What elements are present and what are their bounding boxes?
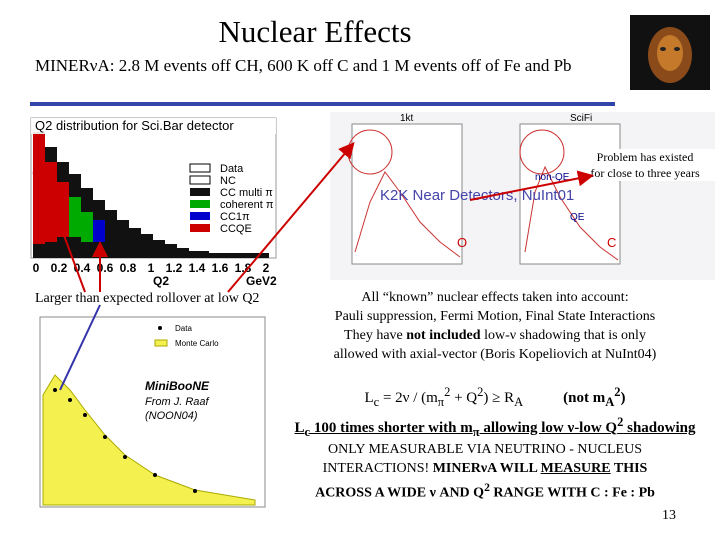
plot-label: K2K Near Detectors, NuInt01 (380, 187, 574, 204)
plot-title: Q2 distribution for Sci.Bar detector (35, 118, 234, 133)
text-line: ACROSS A WIDE ν AND Q2 RANGE WITH C : Fe… (270, 478, 700, 503)
text: L (294, 420, 305, 436)
text: c (304, 425, 311, 439)
note-line: for close to three years (590, 166, 700, 180)
formula-line: Lc 100 times shorter with mπ allowing lo… (275, 412, 715, 442)
x-tick-label: 0.8 (120, 261, 137, 275)
text: allowing low ν-low Q (479, 420, 618, 436)
text: L (364, 390, 374, 406)
legend-item: Data (175, 324, 192, 333)
subtitle: MINERνA: 2.8 M events off CH, 600 K off … (35, 56, 572, 75)
text: = 2ν / (m (379, 390, 438, 406)
text: RANGE WITH C : Fe : Pb (489, 485, 655, 501)
legend-item: CCQE (220, 223, 252, 235)
text: π (437, 395, 445, 409)
legend-item: CC1π (220, 211, 250, 223)
text: MINERνA WILL (432, 461, 541, 476)
x-tick-label: 1 (148, 261, 155, 275)
formula: Lc = 2ν / (mπ2 + Q2) ≥ RA (not mA2) Lc 10… (275, 382, 715, 442)
text: 2 (477, 385, 484, 399)
caption: MiniBooNE (145, 379, 210, 393)
text: low-ν shadowing that is only (480, 328, 646, 343)
plot-label: QE (570, 212, 585, 223)
text: (not m (563, 390, 606, 406)
text: c (373, 395, 380, 409)
text-line: They have not included low-ν shadowing t… (290, 326, 700, 345)
x-unit: GeV2 (246, 274, 277, 288)
caption: From J. Raaf (145, 396, 210, 408)
text: 2 (617, 415, 624, 429)
caps-paragraph: ONLY MEASURABLE VIA NEUTRINO - NUCLEUS I… (270, 440, 700, 503)
text-line: allowed with axial-vector (Boris Kopelio… (333, 347, 657, 362)
text: 100 times shorter with m (310, 420, 473, 436)
miniboone-plot: Data Monte Carlo MiniBooNE From J. Raaf … (39, 316, 266, 508)
text: A (514, 395, 524, 409)
text-line: All “known” nuclear effects taken into a… (361, 290, 629, 305)
plot-label: 1kt (400, 113, 414, 124)
x-tick-label: 1.4 (189, 261, 206, 275)
scibar-plot: Q2 distribution for Sci.Bar detector Dat… (30, 117, 277, 288)
text-line: ONLY MEASURABLE VIA NEUTRINO - NUCLEUS (328, 442, 642, 457)
text: A (605, 395, 615, 409)
text: ) ≥ R (483, 390, 515, 406)
caption: (NOON04) (145, 410, 198, 422)
x-tick-label: 1.8 (235, 261, 252, 275)
text: π (472, 425, 480, 439)
plot-label: non-QE (535, 172, 570, 183)
formula-line: Lc = 2ν / (mπ2 + Q2) ≥ RA (not mA2) (275, 382, 715, 412)
text-line: Pauli suppression, Fermi Motion, Final S… (334, 309, 656, 324)
text: 2 (614, 385, 621, 399)
text: + Q (450, 390, 478, 406)
legend-item: Monte Carlo (175, 339, 219, 348)
rule (30, 102, 615, 106)
legend-item: coherent π (220, 199, 274, 211)
photo (630, 15, 710, 90)
text: shadowing (623, 420, 696, 436)
x-tick-label: 2 (263, 261, 270, 275)
title: Nuclear Effects (218, 14, 412, 49)
legend-item: Data (220, 163, 244, 175)
k2k-note: Problem has existed for close to three y… (575, 149, 715, 181)
x-tick-label: 1.2 (166, 261, 183, 275)
plot-label: O (457, 235, 467, 250)
text: 2 (444, 385, 451, 399)
x-tick-label: 0.2 (51, 261, 68, 275)
x-label: Q2 (153, 274, 169, 288)
text: ) (620, 390, 626, 406)
text: THIS (610, 461, 648, 476)
text-line: INTERACTIONS! MINERνA WILL MEASURE THIS (270, 459, 700, 478)
x-tick-label: 1.6 (212, 261, 229, 275)
note-line: Problem has existed (596, 150, 694, 164)
plot-label: C (607, 235, 616, 250)
legend-item: CC multi π (220, 187, 273, 199)
legend-item: NC (220, 175, 236, 187)
plot-label: SciFi (570, 113, 592, 124)
text: They have (344, 328, 407, 343)
text: ACROSS A WIDE ν AND Q (315, 485, 485, 501)
rollover-note: Larger than expected rollover at low Q2 (35, 291, 260, 306)
text: INTERACTIONS! (322, 461, 433, 476)
text: 2 (484, 481, 490, 494)
paragraph: All “known” nuclear effects taken into a… (290, 288, 700, 364)
x-tick-label: 0 (33, 261, 40, 275)
page-number: 13 (662, 508, 676, 523)
k2k-plot: 1kt SciFi K2K Near Detectors, NuInt01 no… (330, 112, 715, 280)
text: not included (406, 328, 481, 343)
text: MEASURE (540, 461, 611, 476)
